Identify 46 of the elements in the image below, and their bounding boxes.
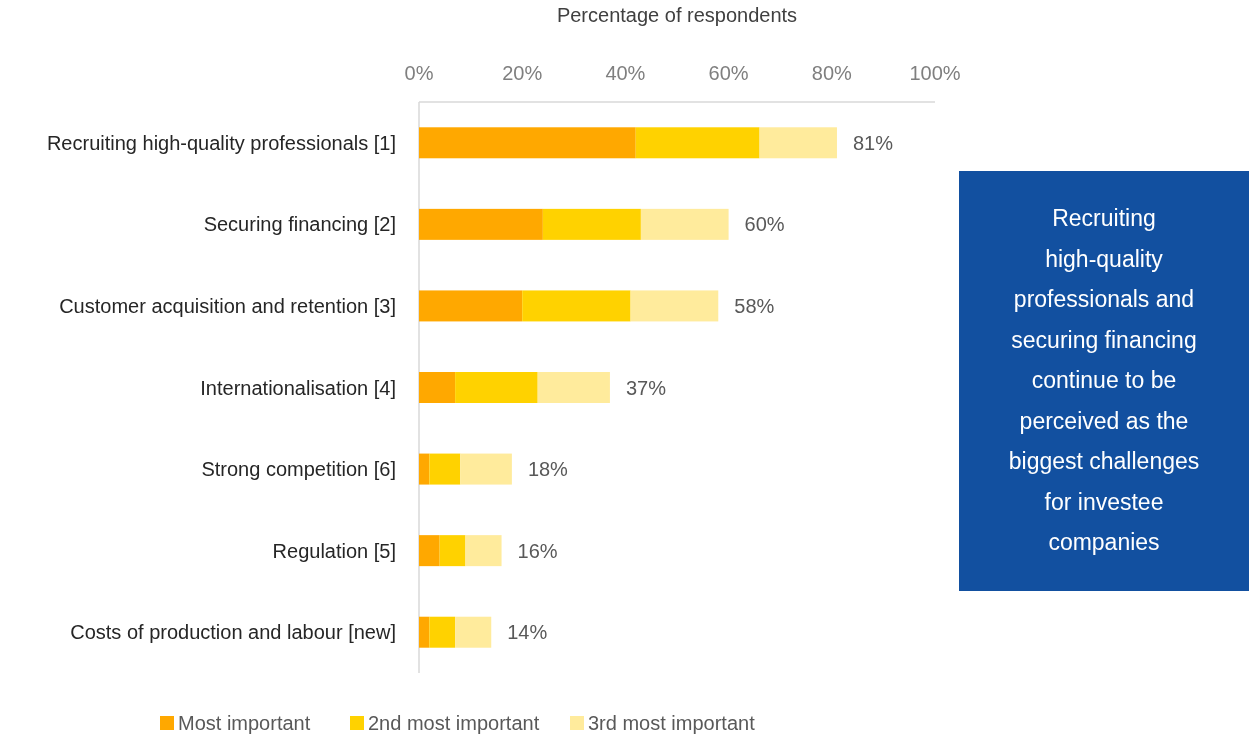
bar (439, 535, 466, 567)
text: Recruiting high-quality professionals and securing financing continue to be perceived as the biggest challenges for investee companies (1008, 205, 1200, 556)
bar (419, 208, 543, 240)
total-label: 14% (507, 621, 548, 644)
legend-label: Most important (178, 712, 311, 734)
bar (455, 372, 538, 403)
bar (542, 208, 641, 240)
x-tick-label: 40% (605, 62, 646, 84)
bar (635, 127, 760, 159)
total-label: 16% (517, 539, 558, 562)
y-tick-label: Securing financing [2] (203, 213, 396, 236)
x-tick-label: 100% (909, 62, 961, 84)
bar (640, 208, 729, 240)
x-tick-label: 20% (502, 62, 543, 84)
y-tick-label: Regulation [5] (272, 539, 396, 562)
bar (419, 535, 440, 567)
bar (522, 290, 631, 322)
bar (460, 453, 512, 485)
total-label: 81% (852, 131, 894, 154)
x-tick-label: 80% (811, 62, 853, 84)
bar (419, 453, 430, 485)
y-tick-label: Costs of production and labour [new] (70, 621, 396, 644)
bar (630, 290, 719, 322)
x-tick-label: 0% (404, 62, 434, 84)
bar (419, 372, 456, 403)
bar (465, 535, 502, 567)
bar (429, 616, 456, 648)
bar (419, 616, 430, 648)
bar (537, 372, 610, 403)
y-tick-label: Internationalisation [4] (200, 376, 396, 399)
legend-label: 3rd most important (588, 712, 756, 734)
y-tick-label: Customer acquisition and retention [3] (59, 294, 396, 317)
bar (429, 453, 461, 485)
x-tick-label: 60% (708, 62, 749, 84)
bar (455, 616, 492, 648)
legend-label: 2nd most important (368, 712, 540, 734)
bar (419, 127, 636, 159)
x-axis-title: Percentage of respondents (556, 4, 798, 26)
y-tick-label: Strong competition [6] (201, 458, 396, 481)
total-label: 18% (527, 458, 569, 481)
total-label: 58% (734, 294, 775, 317)
total-label: 60% (744, 213, 785, 236)
bar (759, 127, 837, 159)
y-tick-label: Recruiting high-quality professionals [1] (46, 131, 396, 154)
total-label: 37% (625, 376, 667, 399)
bar (419, 290, 523, 322)
